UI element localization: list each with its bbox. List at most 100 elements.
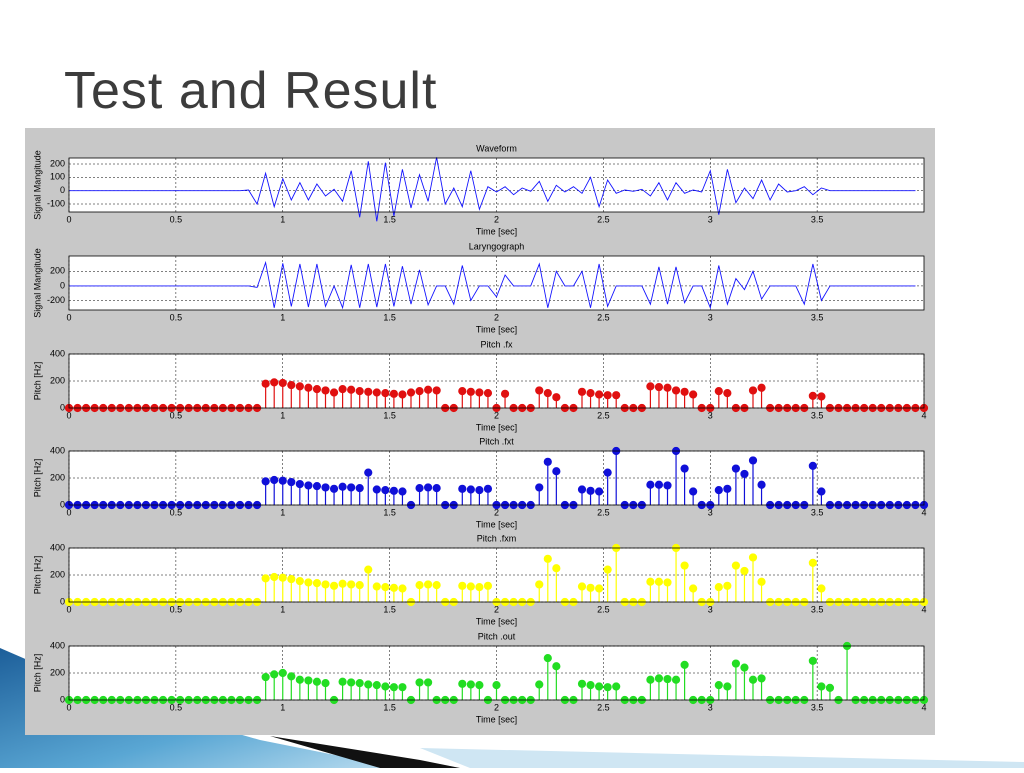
stem-marker xyxy=(389,389,398,398)
y-axis-label: Pitch [Hz] xyxy=(32,459,42,498)
x-tick-label: 4 xyxy=(921,507,926,517)
y-tick-label: 0 xyxy=(60,694,65,704)
x-tick-label: 2 xyxy=(494,604,499,614)
x-tick-label: 2.5 xyxy=(597,507,610,517)
stem-marker xyxy=(372,582,381,591)
x-tick-label: 3.5 xyxy=(811,604,824,614)
stem-marker xyxy=(270,475,279,485)
stem-marker xyxy=(586,389,595,398)
stem-marker xyxy=(381,682,390,691)
stem-marker xyxy=(398,487,407,496)
stem-marker xyxy=(295,382,304,391)
x-tick-label: 1 xyxy=(280,507,285,517)
axes-frame xyxy=(68,353,925,409)
stem-marker xyxy=(483,484,493,493)
x-axis-label: Time [sec] xyxy=(476,616,517,626)
signal-line xyxy=(69,157,916,222)
x-tick-label: 2 xyxy=(494,702,499,712)
stem-marker xyxy=(757,674,766,683)
stem-marker xyxy=(355,484,364,493)
x-tick-label: 0.5 xyxy=(170,410,183,420)
plot-title: Pitch .fxt xyxy=(479,436,514,446)
stem-marker xyxy=(329,388,339,397)
x-axis-label: Time [sec] xyxy=(476,226,517,236)
stem-marker xyxy=(808,558,817,567)
stem-marker xyxy=(304,481,313,490)
x-tick-label: 2.5 xyxy=(597,214,610,224)
stem-marker xyxy=(372,681,381,690)
stem-marker xyxy=(424,678,433,687)
x-axis-label: Time [sec] xyxy=(476,714,517,724)
x-tick-label: 3 xyxy=(708,214,713,224)
x-tick-label: 2.5 xyxy=(597,312,610,322)
y-axis-label: Pitch [Hz] xyxy=(32,362,42,401)
x-tick-label: 1 xyxy=(280,214,285,224)
stem-marker xyxy=(364,680,373,689)
y-tick-label: 400 xyxy=(50,640,65,650)
stem-marker xyxy=(458,581,467,590)
stem-marker xyxy=(389,583,398,592)
stem-marker xyxy=(500,389,510,398)
stem-marker xyxy=(808,391,817,400)
x-tick-label: 2.5 xyxy=(597,410,610,420)
stem-marker xyxy=(347,483,356,492)
stem-marker xyxy=(595,682,604,691)
stem-marker xyxy=(740,566,749,576)
stem-marker xyxy=(757,577,766,586)
stem-marker xyxy=(458,387,467,396)
x-tick-label: 1 xyxy=(280,604,285,614)
y-tick-label: 400 xyxy=(50,445,65,455)
x-tick-label: 1 xyxy=(280,410,285,420)
stem-marker xyxy=(748,456,758,465)
stem-marker xyxy=(663,383,672,392)
x-tick-label: 0 xyxy=(66,507,71,517)
stem-marker xyxy=(552,467,561,476)
x-tick-label: 0 xyxy=(66,410,71,420)
stem-marker xyxy=(603,391,612,400)
stem-marker xyxy=(825,683,835,692)
x-tick-label: 2 xyxy=(494,507,499,517)
x-tick-label: 0 xyxy=(66,214,71,224)
stem-marker xyxy=(347,678,356,687)
stem-marker xyxy=(466,582,475,591)
stem-marker xyxy=(535,483,544,492)
stem-marker xyxy=(646,480,655,489)
x-tick-label: 4 xyxy=(921,702,926,712)
stem-marker xyxy=(740,663,749,672)
stem-marker xyxy=(586,486,595,495)
stem-marker xyxy=(381,583,390,592)
y-tick-label: 0 xyxy=(60,596,65,606)
stem-marker xyxy=(595,390,604,399)
y-axis-label: Pitch [Hz] xyxy=(32,556,42,595)
stem-marker xyxy=(278,476,287,485)
stem-marker xyxy=(347,385,356,394)
axes-frame xyxy=(68,255,925,311)
stem-marker xyxy=(432,386,441,395)
stem-marker xyxy=(312,385,322,394)
stem-marker xyxy=(492,681,501,690)
stem-marker xyxy=(603,683,612,692)
stem-marker xyxy=(398,584,407,593)
stem-marker xyxy=(312,482,322,491)
stem-marker xyxy=(364,387,373,396)
stem-marker xyxy=(287,672,296,681)
stem-marker xyxy=(603,468,612,477)
plot-title: Pitch .fxm xyxy=(477,533,517,543)
stem-marker xyxy=(671,675,681,684)
stem-marker xyxy=(406,388,416,397)
stem-marker xyxy=(612,391,621,400)
stem-marker xyxy=(748,675,758,684)
y-tick-label: 0 xyxy=(60,185,65,195)
x-tick-label: 3 xyxy=(708,312,713,322)
stem-marker xyxy=(347,580,356,589)
stem-marker xyxy=(740,469,749,479)
stem-marker xyxy=(278,668,287,678)
stem-marker xyxy=(321,580,330,589)
stem-marker xyxy=(603,565,612,574)
stem-marker xyxy=(329,581,339,590)
stem-marker xyxy=(364,468,373,477)
y-tick-label: 400 xyxy=(50,348,65,358)
x-tick-label: 3 xyxy=(708,604,713,614)
stem-marker xyxy=(372,388,381,397)
y-tick-label: 200 xyxy=(50,266,65,276)
